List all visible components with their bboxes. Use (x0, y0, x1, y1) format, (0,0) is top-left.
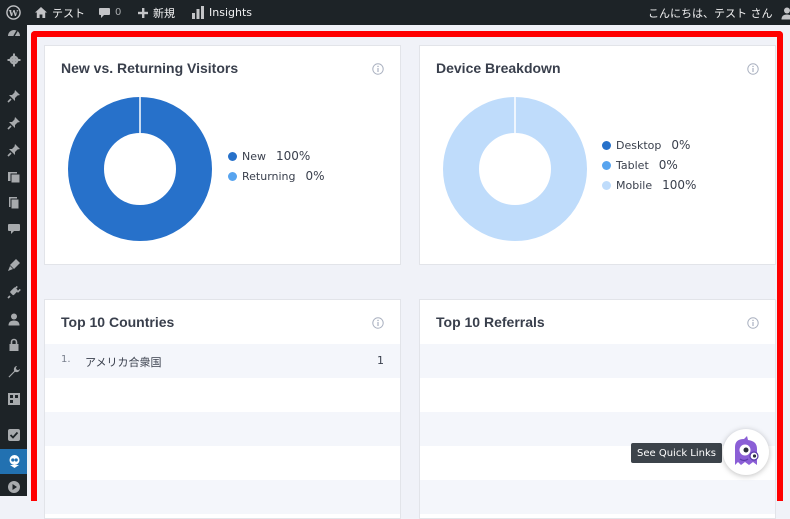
svg-text:W: W (8, 8, 19, 18)
insights-icon[interactable] (6, 453, 22, 469)
posts-pin-icon[interactable] (6, 88, 22, 104)
card-title: Top 10 Referrals (436, 314, 545, 330)
check-icon[interactable] (6, 427, 22, 443)
comment-icon (98, 7, 111, 19)
top-countries-card: Top 10 Countries 1. アメリカ合衆国 1 (44, 299, 401, 519)
highlight-frame: New vs. Returning Visitors New 100% Retu… (31, 31, 783, 501)
media-icon[interactable] (6, 169, 22, 185)
appearance-icon[interactable] (6, 257, 22, 273)
table-row-empty (45, 412, 400, 446)
lock-icon[interactable] (6, 337, 22, 353)
plus-icon (137, 7, 149, 19)
table-row-empty (45, 480, 400, 514)
wordpress-logo[interactable]: W (6, 0, 21, 25)
site-name: テスト (52, 5, 85, 21)
new-content-link[interactable]: 新規 (137, 0, 175, 25)
new-label: 新規 (153, 5, 175, 21)
pages-icon[interactable] (6, 195, 22, 211)
legend-label: Mobile (616, 179, 652, 192)
legend-label: New (242, 150, 266, 163)
legend-dot (602, 181, 611, 190)
device-breakdown-legend: Desktop 0% Tablet 0% Mobile 100% (602, 135, 696, 195)
insights-label: Insights (209, 6, 252, 19)
device-breakdown-donut (443, 97, 587, 241)
play-icon[interactable] (6, 479, 22, 495)
table-row: 1. アメリカ合衆国 1 (45, 344, 400, 378)
new-vs-returning-legend: New 100% Returning 0% (228, 146, 325, 186)
posts-pin-icon[interactable] (6, 115, 22, 131)
users-icon[interactable] (6, 311, 22, 327)
legend-dot (602, 141, 611, 150)
greeting: こんにちは、テスト さん (648, 5, 773, 21)
user-avatar-icon (780, 6, 790, 20)
grid-icon[interactable] (6, 391, 22, 407)
card-title: New vs. Returning Visitors (61, 60, 238, 76)
table-row-empty (45, 446, 400, 480)
settings-icon[interactable] (6, 52, 22, 68)
row-country: アメリカ合衆国 (85, 354, 161, 370)
legend-item-new: New 100% (228, 146, 325, 166)
comments-count: 0 (115, 7, 121, 18)
table-row-empty (420, 480, 775, 514)
new-vs-returning-donut (68, 97, 212, 241)
legend-item-mobile: Mobile 100% (602, 175, 696, 195)
row-rank: 1. (61, 354, 71, 365)
monster-mascot-icon (729, 435, 763, 469)
home-icon (34, 6, 48, 19)
legend-item-returning: Returning 0% (228, 166, 325, 186)
plugins-icon[interactable] (6, 284, 22, 300)
quick-links-tooltip: See Quick Links (631, 443, 722, 463)
legend-item-tablet: Tablet 0% (602, 155, 696, 175)
my-account-link[interactable]: こんにちは、テスト さん (648, 0, 790, 25)
new-vs-returning-card: New vs. Returning Visitors New 100% Retu… (44, 45, 401, 265)
table-row-empty (45, 378, 400, 412)
legend-dot (228, 172, 237, 181)
table-row-empty (420, 344, 775, 378)
legend-value: 0% (671, 138, 690, 152)
info-icon[interactable] (372, 317, 384, 329)
device-breakdown-card: Device Breakdown Desktop 0% Tablet 0% Mo… (419, 45, 776, 265)
legend-label: Returning (242, 170, 296, 183)
legend-dot (602, 161, 611, 170)
legend-value: 0% (306, 169, 325, 183)
quick-links-label: See Quick Links (637, 448, 716, 459)
comments-link[interactable]: 0 (98, 0, 121, 25)
legend-value: 100% (276, 149, 310, 163)
table-row-empty (420, 378, 775, 412)
dashboard-icon[interactable] (6, 25, 22, 41)
row-value: 1 (377, 354, 384, 367)
info-icon[interactable] (747, 63, 759, 75)
comments-icon[interactable] (6, 221, 22, 237)
legend-value: 0% (659, 158, 678, 172)
posts-pin-icon[interactable] (6, 142, 22, 158)
info-icon[interactable] (372, 63, 384, 75)
top-referrals-card: Top 10 Referrals (419, 299, 776, 519)
legend-item-desktop: Desktop 0% (602, 135, 696, 155)
admin-bar: W テスト 0 新規 Insights こんにちは、テスト さん (0, 0, 790, 25)
table-row-empty (420, 412, 775, 446)
legend-label: Desktop (616, 139, 661, 152)
bar-chart-icon (191, 6, 205, 19)
card-title: Device Breakdown (436, 60, 561, 76)
legend-dot (228, 152, 237, 161)
quick-links-button[interactable] (723, 429, 769, 475)
tools-icon[interactable] (6, 364, 22, 380)
info-icon[interactable] (747, 317, 759, 329)
insights-link[interactable]: Insights (191, 0, 252, 25)
card-title: Top 10 Countries (61, 314, 174, 330)
admin-sidebar (0, 25, 27, 496)
wordpress-icon: W (6, 5, 21, 20)
legend-value: 100% (662, 178, 696, 192)
site-name-link[interactable]: テスト (34, 0, 85, 25)
legend-label: Tablet (616, 159, 649, 172)
